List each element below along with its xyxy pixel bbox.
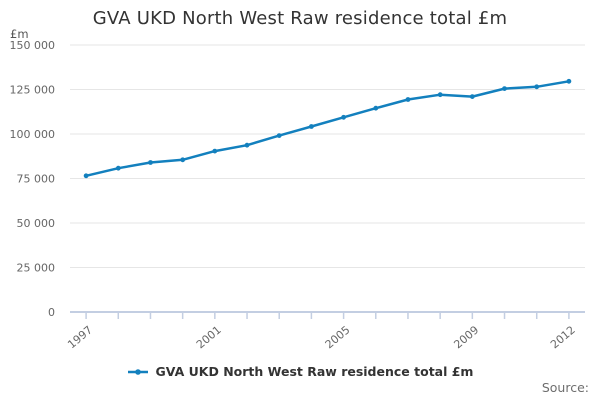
y-tick-label: 0 (48, 306, 55, 319)
x-tick-label: 2005 (323, 323, 353, 351)
data-point-marker (83, 173, 89, 179)
data-point-marker (244, 142, 250, 148)
data-point-marker (437, 92, 443, 98)
legend-label: GVA UKD North West Raw residence total £… (155, 364, 474, 379)
x-tick-label: 1997 (65, 323, 95, 351)
chart-title: GVA UKD North West Raw residence total £… (92, 8, 508, 29)
data-point-marker (469, 94, 475, 99)
data-point-marker (534, 84, 540, 90)
y-tick-label: 50 000 (17, 217, 56, 230)
legend-line-marker-icon (127, 368, 148, 375)
data-point-marker (405, 97, 411, 102)
series-line (84, 80, 571, 178)
source-note: Source: (541, 380, 589, 395)
data-point-marker (566, 78, 572, 84)
y-axis-unit-label: £m (10, 27, 29, 41)
y-tick-label: 150 000 (10, 39, 56, 52)
data-point-marker (276, 133, 282, 139)
y-tick-label: 75 000 (17, 173, 56, 186)
x-tick-label: 2001 (194, 323, 224, 351)
data-point-marker (148, 160, 153, 165)
x-tick-label: 2012 (548, 323, 578, 351)
line-chart-plot: 150 000 125 000 100 000 75 000 50 000 25 000 0… (10, 27, 585, 351)
y-tick-label: 25 000 (17, 262, 56, 275)
legend-item[interactable]: GVA UKD North West Raw residence total £… (127, 364, 474, 379)
data-point-marker (309, 124, 314, 129)
data-point-marker (212, 148, 218, 154)
x-tick-label: 2009 (451, 323, 481, 351)
data-point-marker (180, 157, 186, 163)
y-tick-label: 125 000 (10, 84, 56, 97)
data-point-marker (373, 105, 379, 111)
data-point-marker (115, 165, 121, 171)
data-point-marker (502, 86, 507, 91)
legend: GVA UKD North West Raw residence total £… (0, 364, 600, 379)
y-tick-label: 100 000 (10, 128, 56, 141)
data-point-marker (341, 114, 346, 120)
